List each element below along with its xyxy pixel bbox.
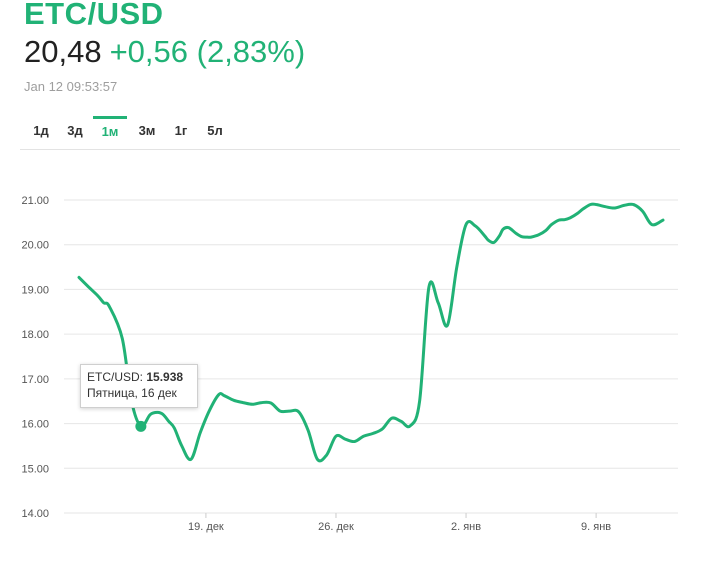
y-tick-label: 16.00 [21, 419, 49, 431]
range-tabs: 1д 3д 1м 3м 1г 5л [20, 116, 680, 150]
symbol-title: ETC/USD [24, 0, 164, 31]
price-line [77, 202, 665, 463]
price-change: +0,56 (2,83%) [109, 34, 306, 69]
quote-timestamp: Jan 12 09:53:57 [24, 79, 118, 94]
x-tick-label: 26. дек [318, 521, 354, 533]
y-tick-label: 15.00 [21, 463, 49, 475]
chart-tooltip: ETC/USD: 15.938 Пятница, 16 дек [80, 364, 198, 408]
tooltip-date: Пятница, 16 дек [87, 386, 177, 400]
tab-1y[interactable]: 1г [174, 123, 188, 138]
y-tick-label: 14.00 [21, 508, 49, 520]
current-price: 20,48 [24, 34, 102, 69]
y-tick-label: 21.00 [21, 195, 49, 207]
tab-5y[interactable]: 5л [207, 123, 223, 138]
y-tick-label: 19.00 [21, 284, 49, 296]
x-tick-label: 2. янв [451, 521, 481, 533]
tooltip-value-line: ETC/USD: 15.938 [87, 369, 191, 385]
price-chart[interactable]: 21.00 20.00 19.00 18.00 17.00 16.00 15.00 14.00… [0, 160, 706, 565]
x-tick-label: 9. янв [581, 521, 611, 533]
y-tick-label: 20.00 [21, 240, 49, 252]
tooltip-series: ETC/USD: [87, 370, 144, 384]
tab-1m[interactable]: 1м [93, 116, 127, 151]
x-tick-label: 19. дек [188, 521, 224, 533]
tab-1d[interactable]: 1д [33, 123, 49, 138]
y-tick-label: 18.00 [21, 329, 49, 341]
tooltip-value: 15.938 [146, 370, 184, 384]
tab-3d[interactable]: 3д [67, 123, 83, 138]
highlight-point [135, 420, 147, 432]
tab-3m[interactable]: 3м [138, 123, 156, 138]
y-tick-label: 17.00 [21, 374, 49, 386]
price-row: 20,48 +0,56 (2,83%) [24, 34, 305, 70]
